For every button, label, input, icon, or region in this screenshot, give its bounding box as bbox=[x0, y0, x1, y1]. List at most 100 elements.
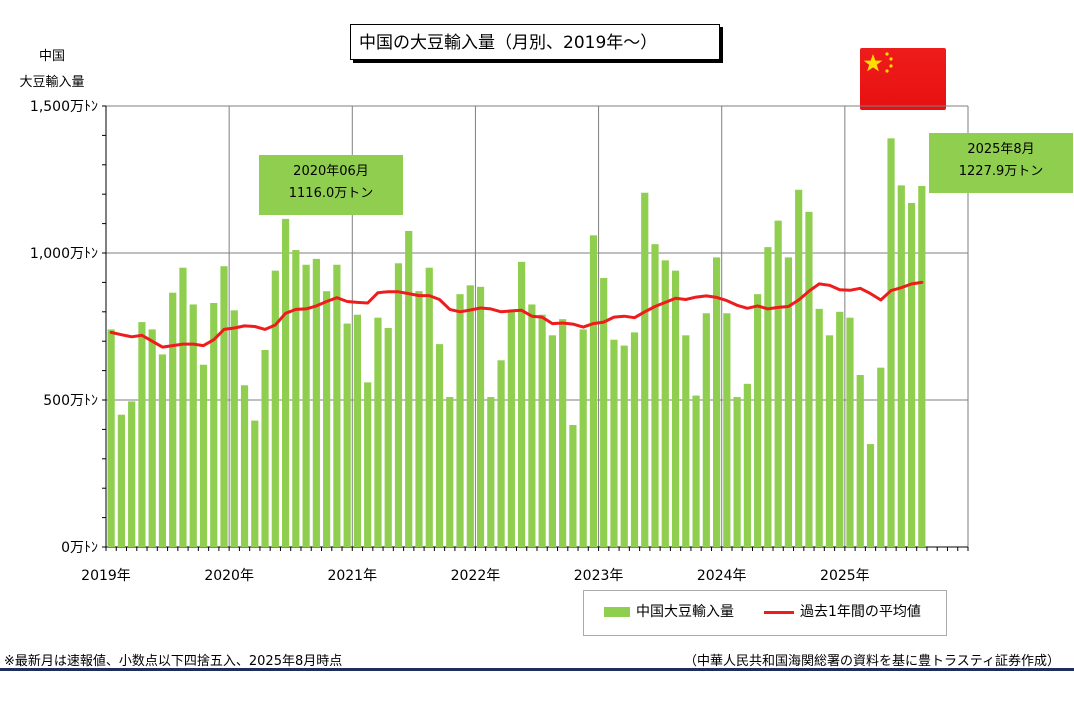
bar-17 bbox=[281, 218, 290, 547]
legend-line-swatch bbox=[764, 611, 794, 614]
x-tick-label-4: 2023年 bbox=[574, 568, 624, 584]
callout-2025-08: 2025年8月 1227.9万トン bbox=[929, 133, 1073, 193]
bar-60 bbox=[723, 313, 731, 547]
bar-43 bbox=[548, 335, 556, 547]
y-tick-label-3: 1,500万ﾄﾝ bbox=[30, 99, 98, 115]
bar-30 bbox=[415, 291, 423, 547]
bar-65 bbox=[774, 220, 782, 547]
y-axis-label-line1: 中国 bbox=[38, 49, 65, 64]
x-tick-label-6: 2025年 bbox=[820, 568, 870, 584]
bar-35 bbox=[466, 285, 474, 547]
bar-63 bbox=[754, 294, 762, 547]
bar-48 bbox=[600, 277, 608, 547]
bar-41 bbox=[528, 304, 536, 547]
bar-61 bbox=[733, 397, 741, 547]
bar-74 bbox=[866, 444, 875, 547]
bar-14 bbox=[251, 420, 259, 547]
x-tick-label-5: 2024年 bbox=[697, 568, 747, 584]
bar-1 bbox=[117, 414, 125, 547]
bar-76 bbox=[887, 138, 895, 547]
bar-20 bbox=[312, 258, 320, 547]
y-tick-label-0: 0万ﾄﾝ bbox=[61, 540, 98, 556]
bar-73 bbox=[856, 375, 864, 547]
bar-3 bbox=[138, 322, 146, 547]
bar-78 bbox=[907, 203, 916, 547]
bar-10 bbox=[210, 302, 218, 547]
legend-bar-swatch bbox=[604, 607, 630, 617]
bar-53 bbox=[651, 244, 659, 547]
bar-69 bbox=[815, 308, 823, 547]
bar-75 bbox=[877, 367, 885, 547]
bar-71 bbox=[836, 311, 844, 547]
y-axis-label-line2: 大豆輸入量 bbox=[19, 75, 85, 90]
chart-title: 中国の大豆輸入量（月別、2019年～） bbox=[350, 24, 720, 60]
bar-2 bbox=[128, 401, 136, 547]
bar-39 bbox=[507, 311, 515, 547]
bar-28 bbox=[394, 263, 403, 547]
bar-22 bbox=[333, 264, 341, 547]
bar-37 bbox=[487, 397, 495, 547]
bar-16 bbox=[271, 270, 279, 547]
bar-45 bbox=[569, 424, 577, 547]
callout-2025-08-date: 2025年8月 bbox=[967, 142, 1035, 157]
bar-52 bbox=[641, 192, 649, 548]
legend-bar-label: 中国大豆輸入量 bbox=[636, 604, 734, 620]
callout-2025-08-value: 1227.9万トン bbox=[958, 164, 1044, 179]
bar-8 bbox=[189, 304, 197, 547]
bar-13 bbox=[240, 385, 249, 547]
bar-72 bbox=[846, 317, 854, 547]
y-tick-label-2: 1,000万ﾄﾝ bbox=[30, 246, 98, 262]
bar-26 bbox=[374, 317, 382, 547]
y-axis-label: 中国 大豆輸入量 bbox=[14, 44, 90, 96]
legend-line-label: 過去1年間の平均値 bbox=[800, 604, 921, 620]
callout-2020-06-value: 1116.0万トン bbox=[288, 186, 374, 201]
bar-66 bbox=[784, 257, 793, 547]
bar-23 bbox=[343, 323, 351, 547]
bar-5 bbox=[158, 354, 167, 547]
callout-2020-06: 2020年06月 1116.0万トン bbox=[259, 155, 403, 215]
bar-46 bbox=[579, 329, 587, 547]
bar-34 bbox=[456, 294, 464, 547]
x-tick-label-2: 2021年 bbox=[327, 568, 377, 584]
bar-33 bbox=[446, 397, 454, 547]
bar-4 bbox=[148, 329, 156, 547]
bar-7 bbox=[179, 267, 187, 547]
bar-67 bbox=[795, 189, 803, 548]
bar-58 bbox=[702, 313, 710, 547]
y-tick-label-1: 500万ﾄﾝ bbox=[43, 393, 98, 409]
callout-2020-06-date: 2020年06月 bbox=[293, 164, 369, 179]
bar-54 bbox=[661, 260, 669, 547]
bar-59 bbox=[712, 257, 721, 547]
source-note: （中華人民共和国海関総署の資料を基に豊トラスティ証券作成） bbox=[684, 654, 1060, 669]
bar-56 bbox=[682, 335, 690, 547]
x-tick-label-0: 2019年 bbox=[81, 568, 131, 584]
china-flag-icon bbox=[860, 48, 946, 110]
bar-51 bbox=[630, 332, 639, 547]
bar-24 bbox=[353, 314, 362, 547]
bar-50 bbox=[620, 345, 628, 547]
x-tick-label-3: 2022年 bbox=[451, 568, 501, 584]
bar-27 bbox=[384, 327, 392, 547]
bar-36 bbox=[476, 286, 485, 547]
bar-44 bbox=[559, 319, 567, 547]
footnote: ※最新月は速報値、小数点以下四捨五入、2025年8月時点 bbox=[4, 654, 343, 669]
bar-38 bbox=[497, 360, 505, 547]
bar-31 bbox=[425, 267, 433, 547]
bar-29 bbox=[405, 230, 413, 547]
average-line bbox=[109, 280, 924, 349]
bar-15 bbox=[261, 350, 269, 547]
bar-64 bbox=[764, 247, 772, 547]
bar-47 bbox=[589, 235, 598, 548]
bar-6 bbox=[169, 292, 177, 547]
bar-25 bbox=[364, 382, 372, 547]
bar-12 bbox=[230, 310, 238, 547]
bar-18 bbox=[292, 250, 300, 547]
bar-9 bbox=[199, 364, 208, 547]
bar-62 bbox=[743, 383, 751, 547]
x-tick-label-1: 2020年 bbox=[204, 568, 254, 584]
bar-11 bbox=[220, 266, 228, 547]
bar-57 bbox=[692, 395, 700, 547]
bar-32 bbox=[435, 344, 444, 547]
bottom-rule bbox=[0, 668, 1074, 671]
